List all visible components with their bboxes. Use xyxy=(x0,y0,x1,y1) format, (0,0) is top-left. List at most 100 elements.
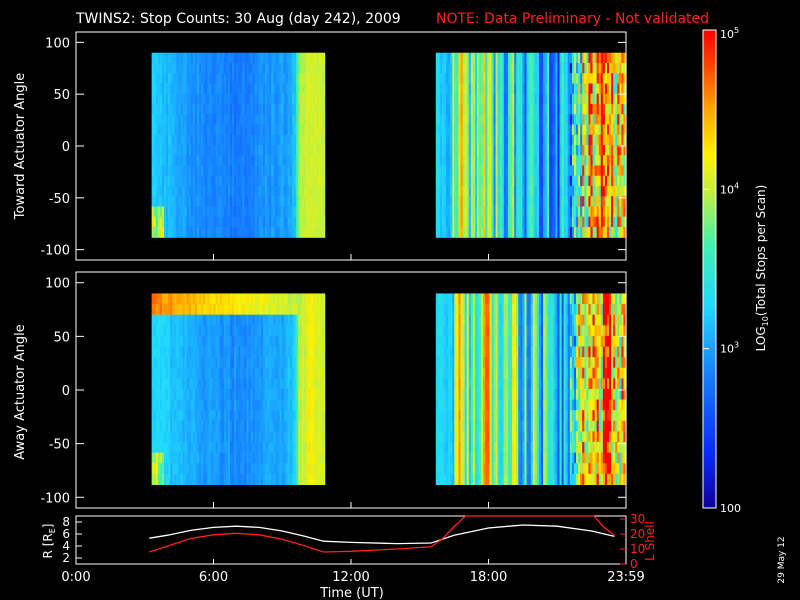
heatmap-cell xyxy=(300,357,303,369)
heatmap-cell xyxy=(318,335,322,348)
heatmap-cell xyxy=(197,73,200,85)
heatmap-cell xyxy=(538,134,542,146)
heatmap-cell xyxy=(213,62,217,74)
heatmap-cell xyxy=(322,196,326,208)
heatmap-cell xyxy=(584,93,587,105)
heatmap-cell xyxy=(547,196,550,208)
heatmap-cell xyxy=(320,325,324,337)
heatmap-cell xyxy=(178,420,182,432)
heatmap-cell xyxy=(203,62,206,74)
heatmap-cell xyxy=(310,378,314,390)
heatmap-cell xyxy=(246,103,250,115)
heatmap-cell xyxy=(526,93,530,105)
heatmap-cell xyxy=(174,452,177,464)
heatmap-cell xyxy=(545,124,548,136)
heatmap-cell xyxy=(308,335,312,348)
heatmap-cell xyxy=(267,410,270,422)
heatmap-cell xyxy=(308,346,312,358)
heatmap-cell xyxy=(275,378,279,390)
heatmap-cell xyxy=(300,216,303,228)
heatmap-cell xyxy=(230,367,233,379)
heatmap-cell xyxy=(555,134,559,146)
heatmap-cell xyxy=(258,165,262,177)
heatmap-cell xyxy=(244,473,248,485)
heatmap-cell xyxy=(236,134,239,146)
heatmap-cell xyxy=(190,165,194,177)
heatmap-cell xyxy=(238,175,241,187)
heatmap-cell xyxy=(254,473,258,485)
heatmap-cell xyxy=(227,304,231,316)
heatmap-cell xyxy=(277,410,281,422)
heatmap-cell xyxy=(287,452,291,464)
heatmap-cell xyxy=(522,114,526,126)
heatmap-cell xyxy=(252,441,256,454)
heatmap-cell xyxy=(565,73,569,85)
heatmap-cell xyxy=(217,185,221,197)
heatmap-cell xyxy=(172,473,175,485)
heatmap-cell xyxy=(192,216,196,228)
heatmap-cell xyxy=(561,103,565,115)
heatmap-cell xyxy=(584,62,587,74)
heatmap-cell xyxy=(172,293,175,305)
heatmap-cell xyxy=(168,473,171,485)
heatmap-cell xyxy=(472,114,476,126)
heatmap-cell xyxy=(263,144,266,156)
heatmap-cell xyxy=(197,185,200,197)
heatmap-cell xyxy=(310,388,314,401)
heatmap-cell xyxy=(450,452,453,464)
heatmap-cell xyxy=(217,196,221,208)
heatmap-cell xyxy=(477,73,480,85)
heatmap-cell xyxy=(203,196,206,208)
heatmap-cell xyxy=(258,175,262,187)
heatmap-cell xyxy=(308,155,312,167)
heatmap-cell xyxy=(153,83,157,95)
heatmap-cell xyxy=(495,165,499,177)
heatmap-cell xyxy=(621,226,625,238)
heatmap-cell xyxy=(170,441,173,454)
heatmap-cell xyxy=(543,175,546,187)
heatmap-cell xyxy=(545,62,548,74)
heatmap-cell xyxy=(217,206,221,218)
heatmap-cell xyxy=(514,165,517,177)
heatmap-cell xyxy=(318,325,322,337)
heatmap-cell xyxy=(159,103,163,115)
heatmap-cell xyxy=(275,175,279,187)
heatmap-cell xyxy=(551,83,554,95)
heatmap-cell xyxy=(232,165,235,177)
heatmap-cell xyxy=(456,335,460,348)
heatmap-cell xyxy=(437,463,441,475)
heatmap-cell xyxy=(598,134,602,146)
heatmap-cell xyxy=(446,388,449,401)
heatmap-cell xyxy=(192,226,196,238)
heatmap-cell xyxy=(172,114,175,126)
heatmap-cell xyxy=(287,124,291,136)
heatmap-cell xyxy=(520,134,524,146)
heatmap-cell xyxy=(159,304,163,316)
heatmap-cell xyxy=(306,83,309,95)
heatmap-cell xyxy=(302,410,305,422)
heatmap-cell xyxy=(260,463,264,475)
heatmap-cell xyxy=(192,441,196,454)
heatmap-cell xyxy=(223,196,227,208)
heatmap-cell xyxy=(277,216,281,228)
heatmap-cell xyxy=(306,346,309,358)
heatmap-cell xyxy=(302,226,305,238)
heatmap-cell xyxy=(501,144,505,156)
heatmap-cell xyxy=(435,62,439,74)
heatmap-cell xyxy=(263,304,266,316)
heatmap-cell xyxy=(250,144,254,156)
heatmap-cell xyxy=(316,226,320,238)
heatmap-cell xyxy=(479,93,482,105)
heatmap-cell xyxy=(559,62,563,74)
heatmap-cell xyxy=(250,304,254,316)
heatmap-cell xyxy=(225,93,229,105)
heatmap-cell xyxy=(172,185,175,197)
heatmap-cell xyxy=(304,452,307,464)
heatmap-cell xyxy=(244,314,248,326)
heatmap-cell xyxy=(547,134,550,146)
heatmap-cell xyxy=(287,103,291,115)
heatmap-cell xyxy=(450,293,453,305)
heatmap-cell xyxy=(197,124,200,136)
heatmap-cell xyxy=(161,335,165,348)
heatmap-cell xyxy=(306,114,309,126)
